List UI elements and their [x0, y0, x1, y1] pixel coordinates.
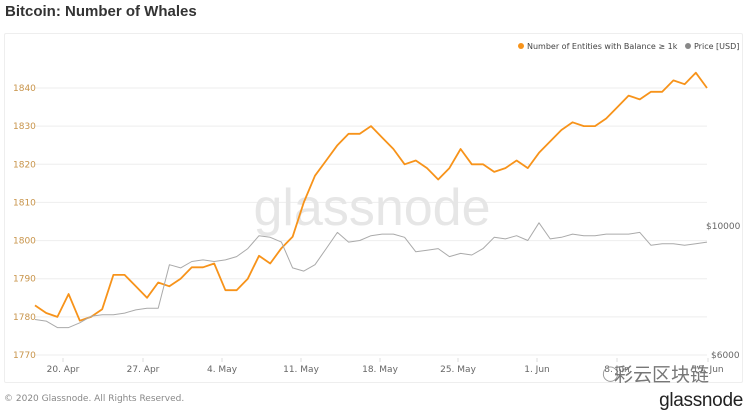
- copyright: © 2020 Glassnode. All Rights Reserved.: [4, 394, 185, 404]
- x-tick-label: 1. Jun: [524, 365, 550, 375]
- y-tick-left: 1790: [13, 275, 36, 285]
- legend-item[interactable]: Number of Entities with Balance ≥ 1k: [527, 42, 678, 51]
- whales-line: [34, 71, 708, 322]
- chart-title: Bitcoin: Number of Whales: [5, 3, 197, 20]
- y-tick-left: 1770: [13, 351, 36, 361]
- legend-marker-icon: [518, 43, 524, 49]
- y-tick-left: 1820: [13, 160, 36, 170]
- y-tick-left: 1830: [13, 122, 36, 132]
- y-tick-right: $10000: [706, 222, 741, 232]
- x-tick-label: 20. Apr: [47, 365, 80, 375]
- glassnode-watermark: glassnode: [253, 179, 490, 237]
- y-tick-left: 1780: [13, 313, 36, 323]
- x-tick-label: 15. Jun: [692, 365, 723, 375]
- y-tick-left: 1840: [13, 84, 36, 94]
- chart-panel: [4, 33, 743, 383]
- overlay-watermark: 彩云区块链: [613, 364, 709, 386]
- y-tick-right: $6000: [711, 351, 740, 361]
- x-tick-label: 18. May: [362, 365, 398, 375]
- x-tick-label: 11. May: [283, 365, 319, 375]
- x-tick-label: 25. May: [440, 365, 476, 375]
- x-tick-label: 27. Apr: [127, 365, 160, 375]
- x-tick-label: 8. Jun: [604, 365, 630, 375]
- brand-logo: glassnode: [659, 390, 743, 411]
- legend-item[interactable]: Price [USD]: [694, 42, 739, 51]
- x-tick-label: 4. May: [207, 365, 238, 375]
- legend-marker-icon: [685, 43, 691, 49]
- wechat-icon: ◯: [602, 364, 619, 382]
- y-tick-left: 1810: [13, 198, 36, 208]
- y-tick-left: 1800: [13, 237, 36, 247]
- price-line: [34, 222, 708, 329]
